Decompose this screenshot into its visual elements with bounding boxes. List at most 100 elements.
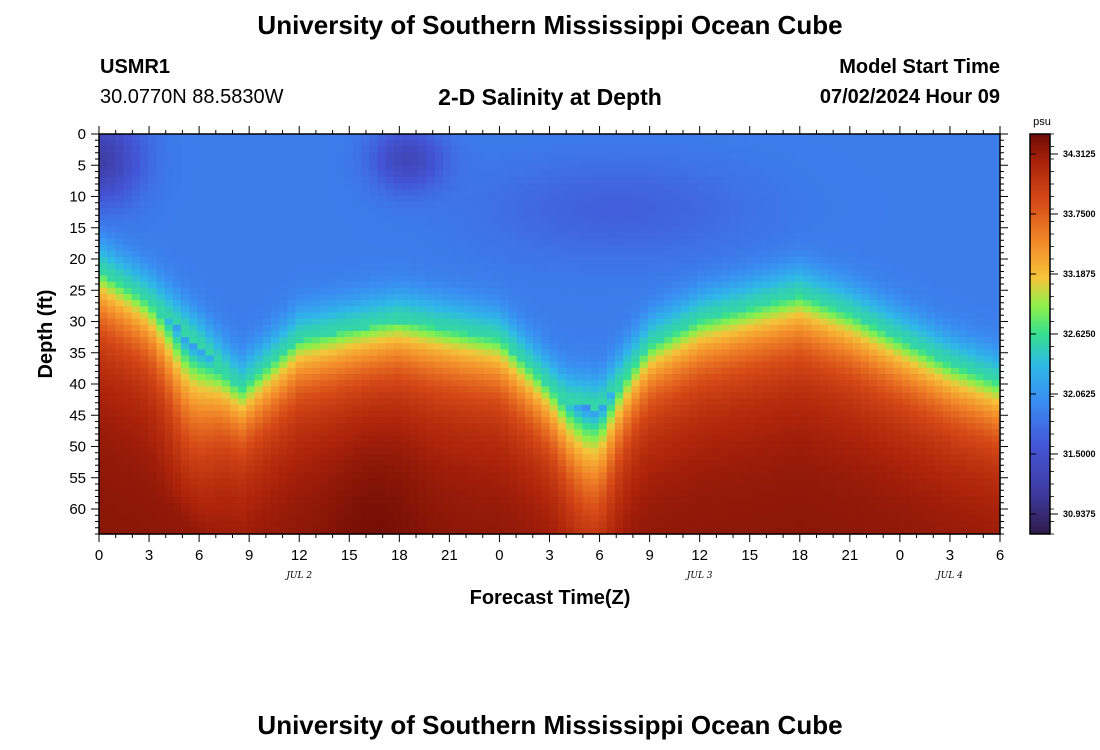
heatmap-cell [344,244,354,252]
heatmap-cell [238,152,248,160]
heatmap-cell [827,324,837,332]
heatmap-cell [311,410,321,418]
heatmap-cell [156,306,166,314]
heatmap-cell [393,398,403,406]
heatmap-cell [107,275,116,283]
heatmap-cell [451,152,460,160]
heatmap-cell [533,294,542,301]
heatmap-cell [803,189,813,197]
heatmap-cell [639,263,649,270]
heatmap-cell [148,386,157,394]
heatmap-cell [131,244,141,252]
heatmap-cell [205,195,215,203]
heatmap-cell [443,349,452,357]
heatmap-cell [451,146,460,154]
heatmap-cell [254,250,264,258]
heatmap-cell [385,294,395,301]
heatmap-cell [655,238,665,246]
heatmap-cell [860,300,870,307]
heatmap-cell [467,220,477,227]
heatmap-cell [352,146,362,154]
heatmap-cell [909,367,919,375]
heatmap-cell [598,250,608,258]
heatmap-cell [320,275,329,283]
heatmap-cell [516,164,526,172]
heatmap-cell [500,152,510,160]
heatmap-cell [164,257,174,264]
heatmap-cell [426,140,436,147]
heatmap-cell [541,404,551,412]
heatmap-cell [336,361,346,369]
heatmap-cell [443,337,452,344]
heatmap-cell [746,306,755,314]
heatmap-cell [344,374,354,381]
heatmap-cell [344,201,354,209]
heatmap-cell [189,312,198,320]
heatmap-cell [164,337,174,344]
heatmap-cell [942,134,952,141]
heatmap-cell [475,380,485,387]
heatmap-cell [500,337,510,344]
heatmap-cell [524,207,534,215]
station-coordinates: 30.0770N 88.5830W [100,86,284,108]
heatmap-cell [959,177,968,184]
heatmap-cell [705,244,714,252]
heatmap-cell [942,324,952,332]
heatmap-cell [131,380,141,387]
heatmap-cell [909,355,919,363]
heatmap-cell [123,195,133,203]
heatmap-cell [180,238,190,246]
heatmap-cell [787,324,796,332]
heatmap-cell [885,158,895,166]
heatmap-cell [295,300,305,307]
heatmap-cell [590,201,600,209]
heatmap-cell [746,392,755,400]
heatmap-cell [361,386,370,394]
heatmap-cell [844,170,854,178]
heatmap-cell [909,275,919,283]
heatmap-cell [393,170,403,178]
heatmap-cell [221,374,231,381]
heatmap-cell [483,392,493,400]
heatmap-cell [672,152,682,160]
heatmap-cell [754,287,764,295]
heatmap-cell [303,269,313,277]
heatmap-cell [680,281,690,289]
heatmap-cell [262,189,272,197]
heatmap-cell [311,404,321,412]
heatmap-cell [303,201,313,209]
heatmap-cell [459,404,469,412]
heatmap-cell [778,374,788,381]
heatmap-cell [205,337,215,344]
heatmap-cell [369,195,379,203]
heatmap-cell [172,134,182,141]
heatmap-cell [180,244,190,252]
heatmap-cell [221,238,231,246]
heatmap-cell [713,152,723,160]
heatmap-cell [615,220,624,227]
heatmap-cell [959,312,968,320]
heatmap-cell [254,220,264,227]
heatmap-cell [459,238,469,246]
heatmap-cell [836,140,845,147]
heatmap-cell [852,337,862,344]
heatmap-cell [344,183,354,190]
heatmap-cell [246,250,256,258]
heatmap-cell [311,269,321,277]
heatmap-cell [246,152,256,160]
heatmap-cell [877,177,886,184]
heatmap-cell [688,287,698,295]
heatmap-cell [418,398,428,406]
heatmap-cell [369,250,379,258]
heatmap-cell [107,355,116,363]
heatmap-cell [262,337,272,344]
heatmap-cell [172,306,182,314]
heatmap-cell [729,220,739,227]
heatmap-cell [639,281,649,289]
heatmap-cell [778,269,788,277]
heatmap-cell [672,281,682,289]
heatmap-cell [516,355,526,363]
heatmap-cell [770,140,780,147]
heatmap-cell [238,300,248,307]
heatmap-cell [893,140,903,147]
